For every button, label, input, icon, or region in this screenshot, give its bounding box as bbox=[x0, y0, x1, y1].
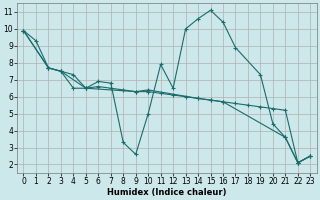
X-axis label: Humidex (Indice chaleur): Humidex (Indice chaleur) bbox=[107, 188, 227, 197]
